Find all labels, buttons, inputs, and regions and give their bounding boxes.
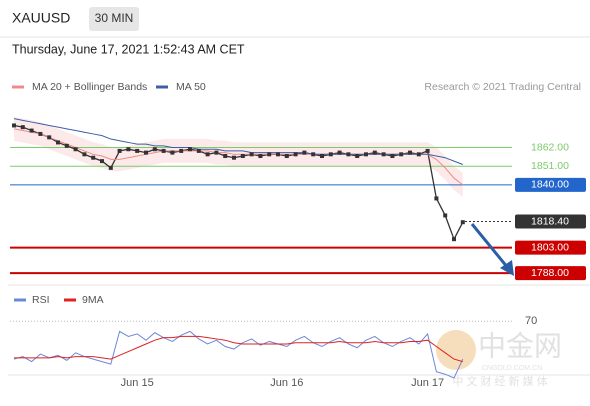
watermark-logo xyxy=(436,330,476,370)
series-line xyxy=(13,124,464,241)
candle xyxy=(12,123,16,128)
candle xyxy=(311,152,316,157)
timestamp: Thursday, June 17, 2021 1:52:43 AM CET xyxy=(12,42,245,56)
interval-badge[interactable] xyxy=(89,7,139,31)
level-label: 1803.00 xyxy=(531,241,569,253)
candle xyxy=(56,140,60,145)
level-label: 1862.00 xyxy=(531,141,569,153)
candle xyxy=(293,152,298,157)
candle xyxy=(117,148,122,153)
level-box xyxy=(515,266,586,281)
watermark-site: CNGOLD.COM.CN xyxy=(482,365,542,372)
candle xyxy=(284,154,289,159)
candle xyxy=(302,150,307,155)
candle xyxy=(223,154,228,159)
candle xyxy=(346,152,351,157)
legend-label: RSI xyxy=(32,294,50,306)
watermark: 中金网 CNGOLD.COM.CN 中 文 财 经 新 媒 体 xyxy=(436,330,562,388)
candle xyxy=(152,147,157,152)
candle xyxy=(64,143,69,148)
candle xyxy=(240,154,245,159)
legend-label: MA 20 + Bollinger Bands xyxy=(32,81,147,93)
x-tick-label: Jun 15 xyxy=(121,377,154,389)
candle xyxy=(443,213,448,218)
candle xyxy=(372,150,377,155)
x-tick-label: Jun 17 xyxy=(411,377,444,389)
candle xyxy=(434,196,439,201)
level-label: 1788.00 xyxy=(531,267,569,279)
candle xyxy=(170,150,175,155)
candle xyxy=(232,155,236,160)
forecast-arrow xyxy=(470,223,510,269)
candle xyxy=(408,150,412,155)
rsi-line xyxy=(13,330,464,379)
candle xyxy=(188,147,192,152)
candle xyxy=(91,155,96,160)
candle xyxy=(328,152,333,157)
level-box xyxy=(515,240,586,255)
candle xyxy=(47,135,52,140)
credit: Research © 2021 Trading Central xyxy=(424,81,581,93)
series-line xyxy=(13,118,463,165)
candle xyxy=(276,152,280,157)
watermark-name: 中金网 xyxy=(478,330,562,361)
interval[interactable]: 30 MIN xyxy=(95,11,134,25)
forecast-arrowhead xyxy=(500,260,514,276)
candle xyxy=(214,150,219,155)
candle xyxy=(108,165,113,170)
candle xyxy=(38,131,43,136)
legend-label: 9MA xyxy=(82,294,104,306)
x-tick-label: Jun 16 xyxy=(270,377,303,389)
candle xyxy=(20,125,25,130)
level-label: 1818.40 xyxy=(531,215,569,227)
candle xyxy=(425,148,430,153)
candle xyxy=(205,152,210,157)
rsi-line xyxy=(14,335,463,363)
candle xyxy=(267,152,272,157)
candle xyxy=(320,154,324,159)
candle xyxy=(249,152,254,157)
candle xyxy=(399,152,404,157)
candle xyxy=(73,147,78,152)
y-tick-label: 70 xyxy=(525,315,537,327)
candle xyxy=(126,147,131,152)
candle xyxy=(381,152,386,157)
level-label: 1840.00 xyxy=(531,179,569,191)
candle xyxy=(82,152,87,157)
level-box xyxy=(515,214,586,229)
level-label: 1851.00 xyxy=(531,160,569,172)
candle xyxy=(100,159,104,164)
candle xyxy=(364,152,368,157)
level-box xyxy=(515,177,586,192)
candle xyxy=(196,148,201,153)
symbol: XAUUSD xyxy=(12,10,70,26)
candle xyxy=(179,148,184,153)
candle xyxy=(337,150,342,155)
candle xyxy=(355,154,360,159)
legend-label: MA 50 xyxy=(176,81,206,93)
candle xyxy=(258,154,263,159)
candle xyxy=(29,128,34,133)
watermark-slogan: 中 文 财 经 新 媒 体 xyxy=(452,374,547,388)
candle xyxy=(135,148,140,153)
candle xyxy=(390,154,395,159)
candle xyxy=(144,150,148,155)
candle xyxy=(460,220,465,225)
candle xyxy=(161,148,166,153)
candle xyxy=(416,152,421,157)
candle xyxy=(452,237,456,242)
